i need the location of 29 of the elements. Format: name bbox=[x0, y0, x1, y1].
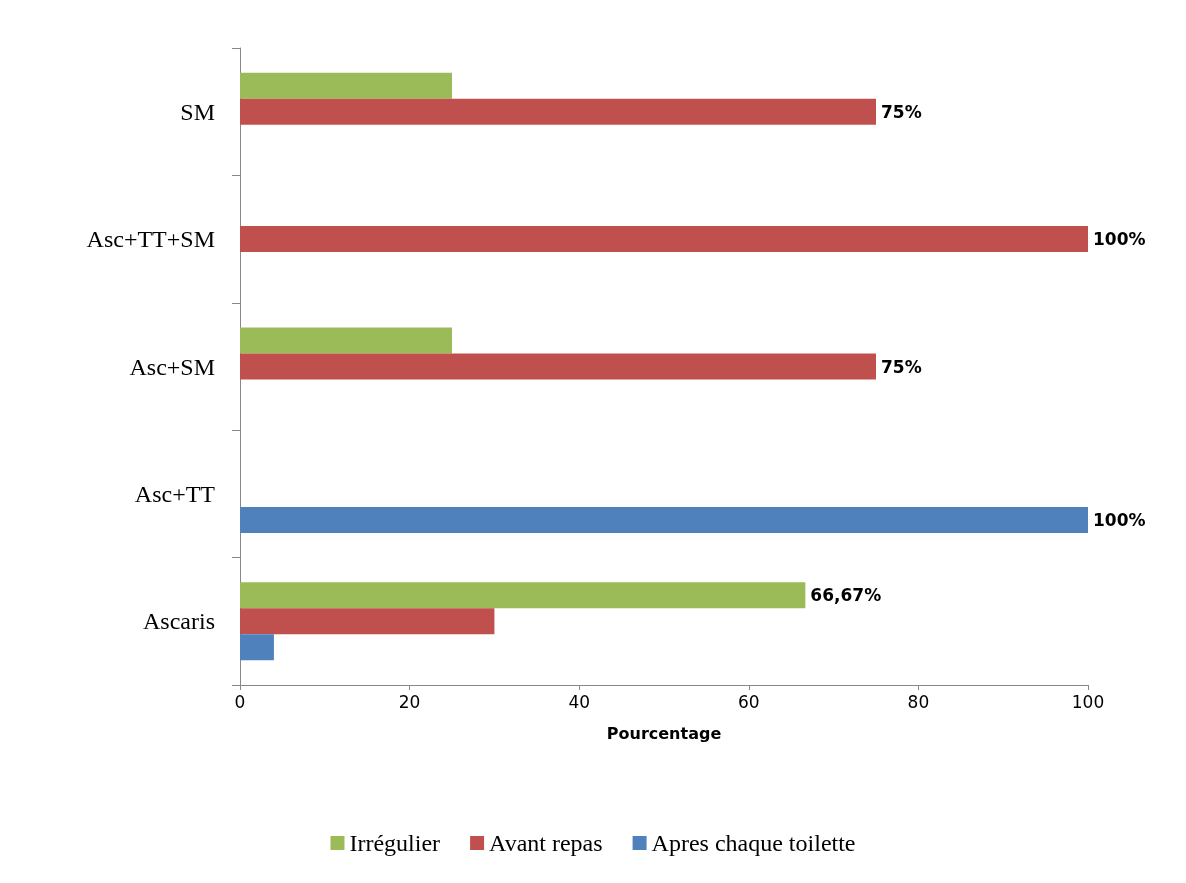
x-tick-label: 20 bbox=[398, 691, 421, 712]
legend-label: Avant repas bbox=[489, 830, 603, 856]
bar bbox=[240, 506, 1088, 533]
y-tick-label: Asc+SM bbox=[129, 353, 215, 380]
data-label: 66,67% bbox=[810, 585, 882, 606]
x-tick-label: 0 bbox=[234, 691, 246, 712]
x-tick-label: 80 bbox=[907, 691, 930, 712]
x-tick-label: 40 bbox=[568, 691, 591, 712]
bar bbox=[240, 608, 495, 635]
legend-label: Irrégulier bbox=[349, 830, 441, 856]
data-label: 75% bbox=[881, 356, 922, 377]
x-axis-title: Pourcentage bbox=[606, 723, 722, 743]
y-tick-label: Ascaris bbox=[143, 608, 215, 635]
data-label: 100% bbox=[1093, 229, 1146, 250]
legend-label: Apres chaque toilette bbox=[651, 830, 856, 856]
data-label: 100% bbox=[1093, 509, 1146, 530]
bar bbox=[240, 582, 806, 609]
bar bbox=[240, 327, 452, 354]
bar bbox=[240, 98, 876, 125]
data-label: 75% bbox=[881, 101, 922, 122]
bar bbox=[240, 226, 1088, 253]
y-tick-label: Asc+TT+SM bbox=[86, 226, 215, 253]
bar bbox=[240, 634, 274, 661]
x-tick-label: 60 bbox=[737, 691, 760, 712]
bar bbox=[240, 72, 452, 99]
x-tick-label: 100 bbox=[1071, 691, 1105, 712]
y-tick-label: SM bbox=[180, 98, 215, 125]
y-tick-label: Asc+TT bbox=[134, 480, 216, 507]
bar bbox=[240, 353, 876, 380]
